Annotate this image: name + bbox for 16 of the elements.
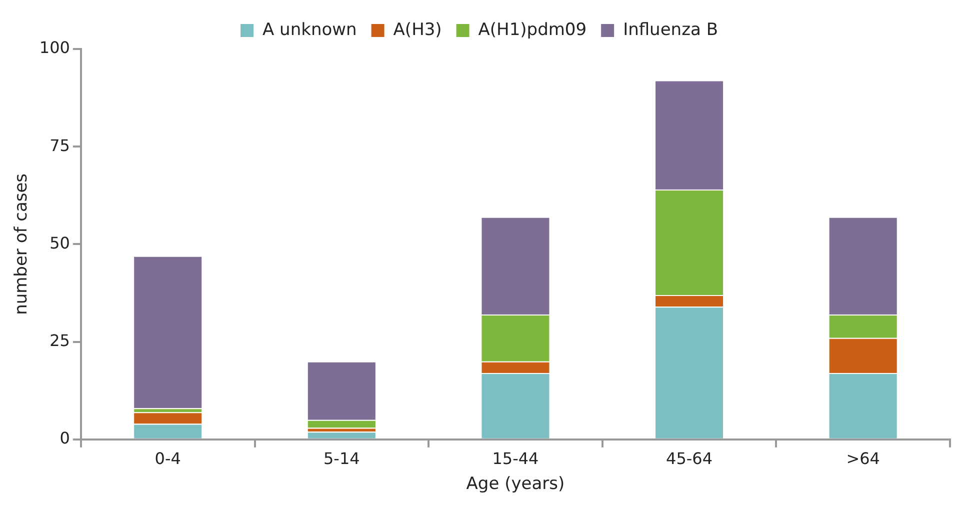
- x-tick-label: 45-64: [666, 449, 713, 468]
- x-tick-label: 5-14: [324, 449, 360, 468]
- x-tick-label: >64: [846, 449, 880, 468]
- legend-label: A(H1)pdm09: [478, 20, 587, 40]
- legend-label: A(H3): [393, 20, 442, 40]
- y-tick-label: 50: [50, 233, 70, 252]
- y-tick-label: 100: [39, 38, 70, 58]
- x-axis-title: Age (years): [466, 474, 565, 494]
- x-tick-label: 0-4: [154, 449, 181, 468]
- x-tick-label: 15-44: [492, 449, 539, 468]
- y-axis-title: number of cases: [12, 173, 32, 315]
- y-tick-label: 25: [50, 330, 70, 350]
- y-tick-label: 75: [50, 136, 70, 155]
- y-tick-label: 0: [60, 428, 70, 448]
- legend-label: A unknown: [262, 20, 357, 40]
- legend-label: Influenza B: [623, 20, 718, 40]
